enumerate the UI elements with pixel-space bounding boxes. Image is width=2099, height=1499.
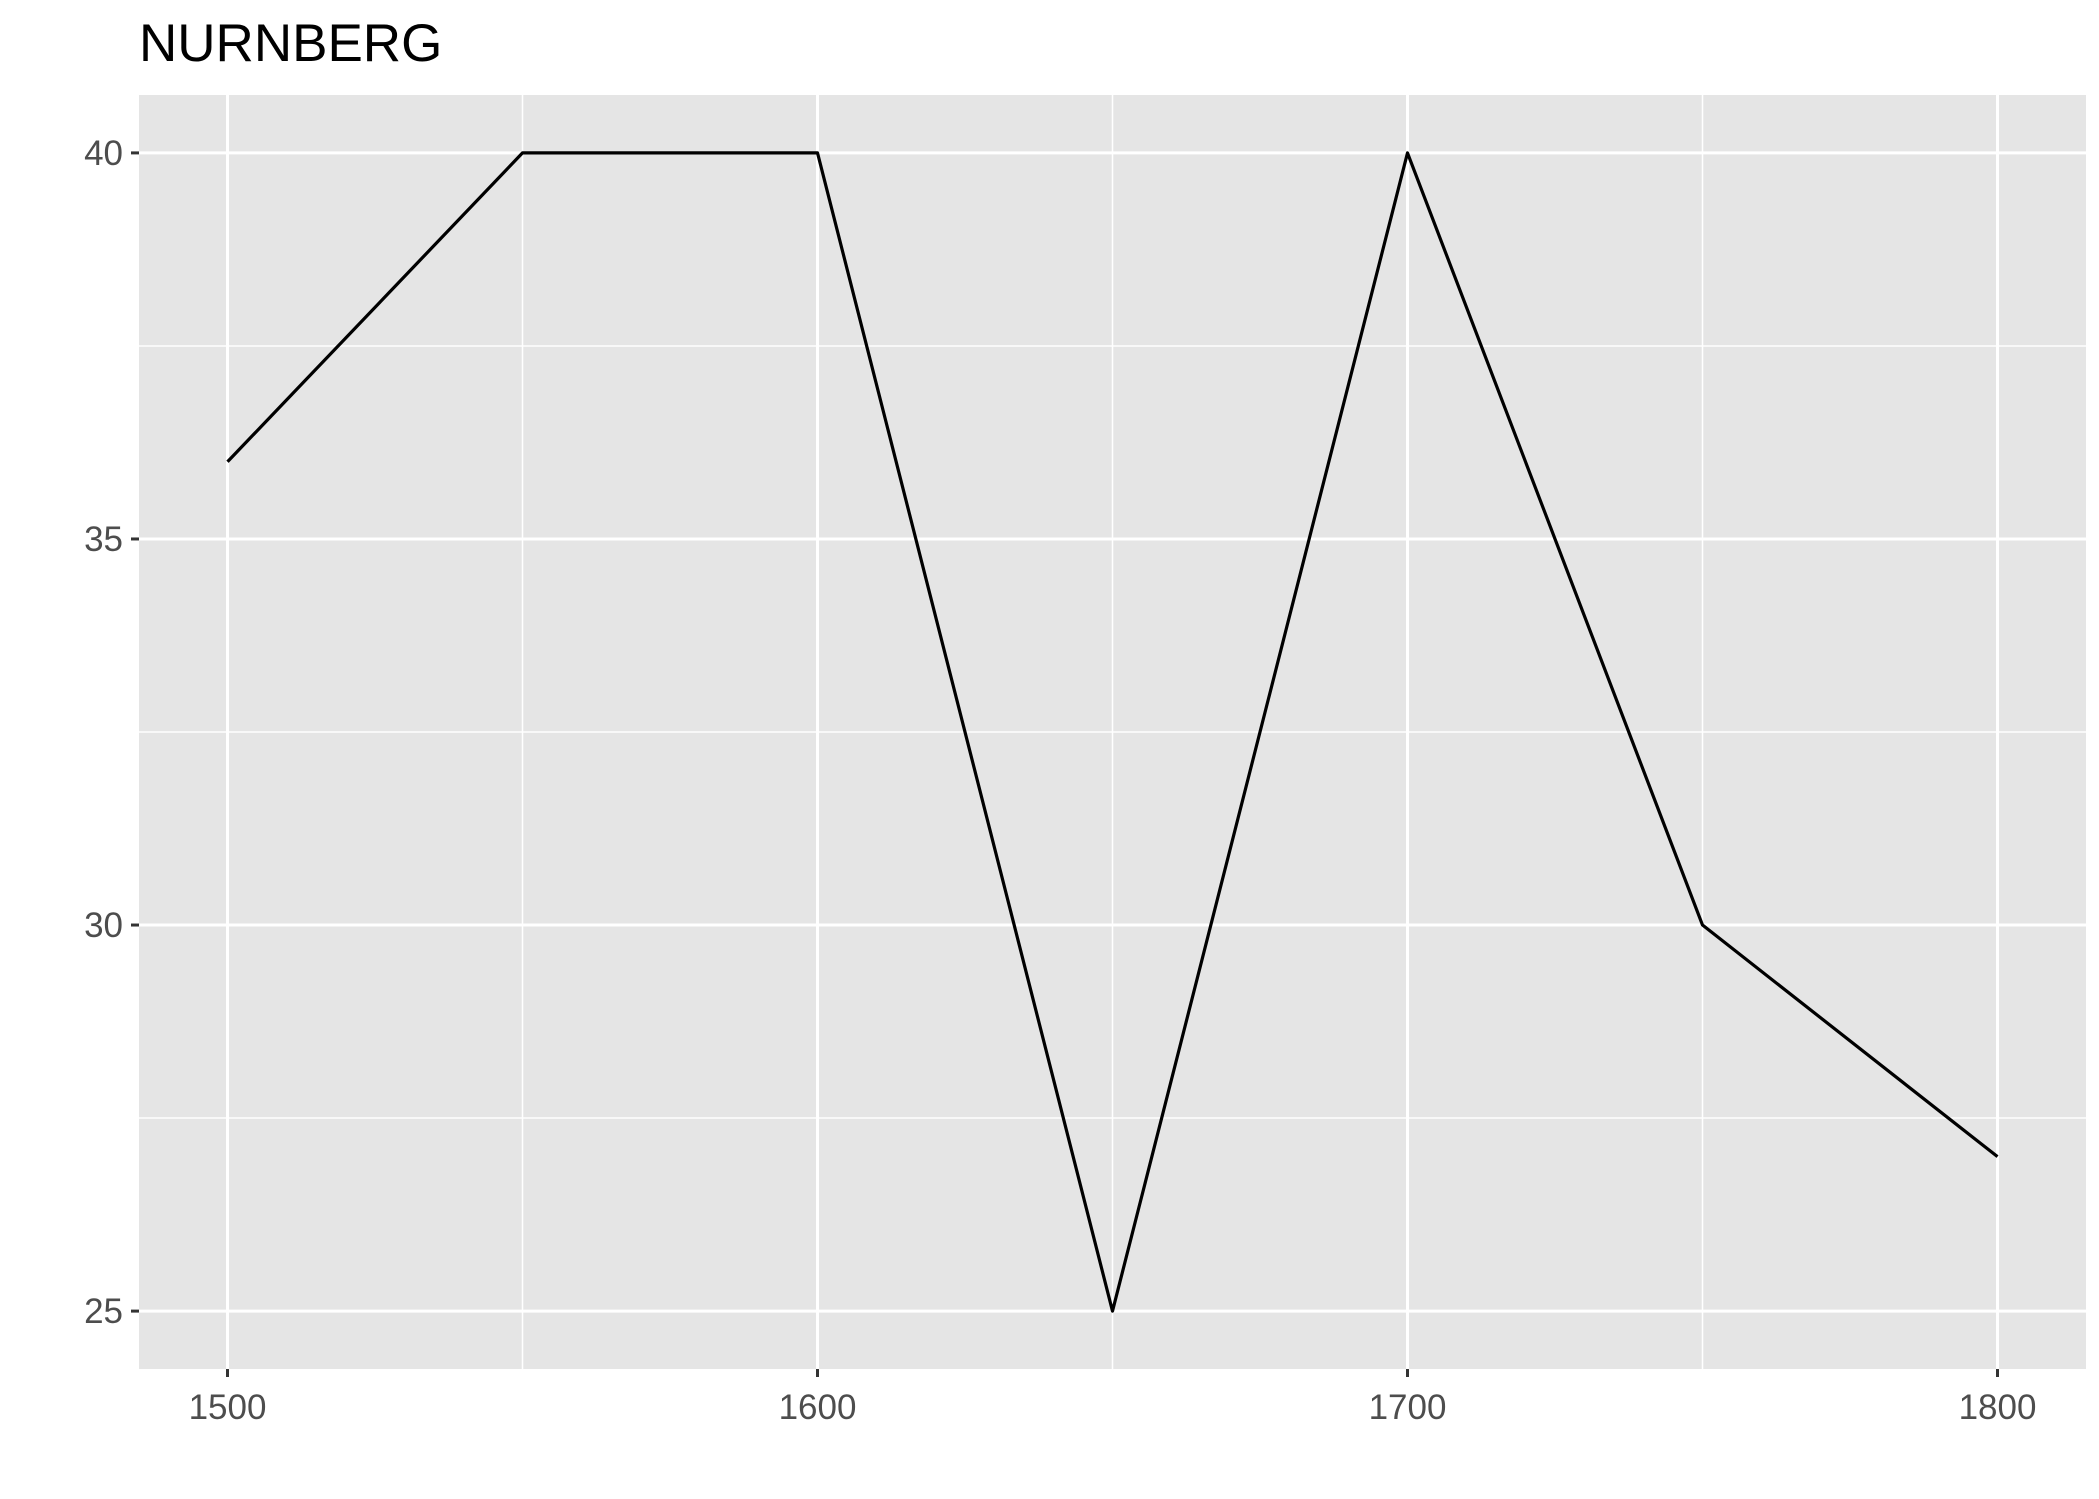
y-tick-label: 30 [84,906,123,945]
x-axis-labels: 1500 1600 1700 1800 [189,1388,2037,1427]
axis-ticks [131,151,1999,1377]
minor-gridlines [139,95,2086,1369]
y-axis-labels: 25 30 35 40 [84,134,123,1331]
chart-title: NURNBERG [139,14,442,73]
x-tick-label: 1700 [1369,1388,1447,1427]
x-tick-label: 1800 [1959,1388,2037,1427]
series-line-1 [226,151,1999,1313]
x-tick-label: 1500 [189,1388,267,1427]
x-tick-label: 1600 [779,1388,857,1427]
series-layer [226,151,1999,1313]
y-tick-label: 35 [84,520,123,559]
y-tick-label: 40 [84,134,123,173]
y-tick-label: 25 [84,1292,123,1331]
